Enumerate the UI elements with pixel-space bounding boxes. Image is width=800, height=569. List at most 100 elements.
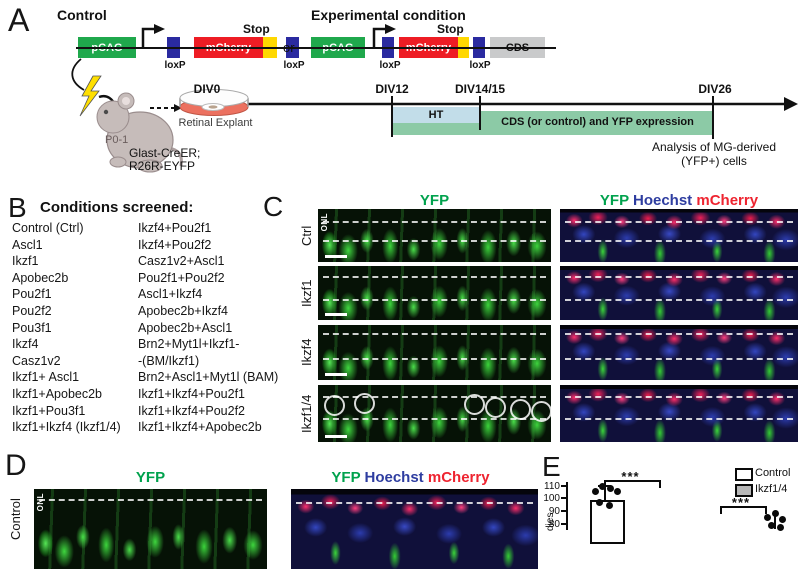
loxp-label: loxP bbox=[283, 60, 305, 71]
conditions-column-2: Ikzf4+Pou2f1 Ikzf4+Pou2f2 Casz1v2+Ascl1 … bbox=[138, 220, 303, 436]
loxp-box bbox=[473, 37, 485, 58]
condition-item: Ikzf4+Pou2f2 bbox=[138, 237, 212, 252]
loxp-label: loxP bbox=[379, 60, 401, 71]
transfer-arrowhead-icon bbox=[174, 104, 182, 112]
promoter-arrowhead-icon bbox=[154, 24, 165, 34]
micrograph-ctrl-merge bbox=[560, 209, 798, 262]
stop-box bbox=[458, 37, 469, 58]
yfp-column-header: YFP bbox=[419, 192, 450, 209]
condition-item: Pou2f2 bbox=[12, 303, 52, 318]
condition-item: Brn2+Ascl1+Myt1l (BAM) bbox=[138, 370, 279, 385]
condition-item: Ikzf1+Ikzf4+Apobec2b bbox=[138, 420, 262, 435]
electroporation-arrowhead-icon bbox=[111, 103, 121, 113]
mcherry-header-part: mCherry bbox=[696, 192, 759, 209]
legend-label-control: Control bbox=[755, 467, 791, 479]
yfp-column-header-d: YFP bbox=[135, 469, 166, 486]
loxp-box bbox=[382, 37, 394, 58]
conditions-title: Conditions screened: bbox=[40, 199, 194, 216]
div0-label: DIV0 bbox=[193, 82, 221, 96]
promoter-arrow-icon bbox=[141, 27, 154, 48]
mouse-genotype-line1: Glast-CreER; bbox=[129, 146, 201, 160]
micrograph-ikzf1-merge bbox=[560, 266, 798, 320]
control-construct-title: Control bbox=[57, 7, 107, 23]
condition-item: Ikzf4 bbox=[12, 337, 39, 352]
yfp-header-part: YFP bbox=[599, 192, 629, 209]
micrograph-ikzf4-merge bbox=[560, 325, 798, 380]
stop-label: Stop bbox=[437, 22, 464, 36]
mouse-ear bbox=[117, 92, 135, 110]
analysis-label: Analysis of MG-derived (YFP+) cells bbox=[651, 140, 777, 168]
row-label-ikzf4: Ikzf4 bbox=[299, 338, 314, 367]
figure-canvas: { "panel_letters": {"a": "A", "b": "B", … bbox=[5, 2, 798, 569]
lightning-icon bbox=[79, 75, 102, 117]
onl-layer-label: ONL bbox=[320, 213, 329, 232]
pcag-box: pCAG bbox=[311, 37, 365, 58]
micrograph-ikzf1-4-merge bbox=[560, 385, 798, 442]
condition-item: Ascl1 bbox=[12, 237, 43, 252]
condition-item: Casz1v2 bbox=[12, 353, 61, 368]
panel-label-d: D bbox=[5, 449, 27, 482]
stop-label: Stop bbox=[243, 22, 270, 36]
merge-column-header: YFP Hoechst mCherry bbox=[560, 192, 798, 209]
loxp-box bbox=[167, 37, 180, 58]
hoechst-header-part: Hoechst bbox=[633, 192, 693, 209]
onl-layer-label: ONL bbox=[36, 493, 45, 512]
condition-item: Ikzf4+Pou2f1 bbox=[138, 221, 212, 235]
electroporation-arrow bbox=[98, 94, 118, 108]
y-axis-label-fragment: dies bbox=[545, 512, 556, 531]
y-axis-line bbox=[566, 482, 568, 530]
stop-box bbox=[263, 37, 277, 58]
condition-item: Apobec2b+Ascl1 bbox=[138, 320, 233, 335]
condition-item: Pou2f1 bbox=[12, 287, 52, 302]
row-label-ikzf1-4: Ikzf1/4 bbox=[299, 394, 314, 433]
mouse-inner-ear bbox=[122, 97, 130, 105]
loxp-label: loxP bbox=[469, 60, 491, 71]
condition-item: Apobec2b bbox=[12, 270, 69, 285]
condition-item: Ikzf1+Pou3f1 bbox=[12, 403, 86, 418]
div26-label: DIV26 bbox=[698, 82, 732, 96]
promoter-arrowhead-icon bbox=[385, 24, 396, 34]
condition-item: Ikzf1+Ikzf4+Pou2f2 bbox=[138, 403, 246, 418]
mcherry-header-part: mCherry bbox=[427, 469, 490, 486]
conditions-column-1: Control (Ctrl) Ascl1 Ikzf1 Apobec2b Pou2… bbox=[12, 220, 138, 436]
condition-item: Ikzf1+ Ascl1 bbox=[12, 370, 80, 385]
condition-item: Casz1v2+Ascl1 bbox=[138, 254, 225, 269]
row-label-ikzf1: Ikzf1 bbox=[299, 279, 314, 307]
micrograph-ikzf1-yfp bbox=[318, 266, 551, 320]
pcag-box: pCAG bbox=[78, 37, 136, 58]
merge-column-header-d: YFP Hoechst mCherry bbox=[283, 469, 538, 486]
condition-item: Ikzf1+Apobec2b bbox=[12, 386, 102, 401]
mcherry-box: mCherry bbox=[194, 37, 263, 58]
mouse-age-label: P0-1 bbox=[105, 134, 129, 146]
mcherry-box: mCherry bbox=[399, 37, 458, 58]
y-tick-80: 80 bbox=[548, 519, 560, 530]
explant-outer bbox=[201, 103, 225, 111]
significance-stars-left: *** bbox=[621, 469, 640, 484]
loxp-label: loxP bbox=[164, 60, 186, 71]
condition-item: Ascl1+Ikzf4 bbox=[138, 287, 203, 302]
micrograph-ikzf4-yfp bbox=[318, 325, 551, 380]
micrograph-d-control-merge bbox=[291, 489, 538, 569]
panel-label-b: B bbox=[8, 192, 27, 223]
condition-item: Control (Ctrl) bbox=[12, 221, 84, 235]
ht-period-bar: HT bbox=[392, 107, 480, 123]
condition-item: Pou3f1 bbox=[12, 320, 52, 335]
hoechst-header-part: Hoechst bbox=[364, 469, 424, 486]
condition-item: Ikzf1+Ikzf4 (Ikzf1/4) bbox=[12, 420, 121, 435]
condition-item: Pou2f1+Pou2f2 bbox=[138, 270, 225, 285]
condition-item: Apobec2b+Ikzf4 bbox=[138, 303, 228, 318]
mouse-front-leg bbox=[109, 156, 127, 168]
y-tick-90: 90 bbox=[548, 506, 560, 517]
row-label-ctrl: Ctrl bbox=[299, 225, 314, 246]
timeline-arrowhead-icon bbox=[784, 97, 798, 111]
condition-item: Ikzf1+Ikzf4+Pou2f1 bbox=[138, 386, 246, 401]
retinal-explant-label: Retinal Explant bbox=[178, 117, 253, 129]
legend-swatch-control bbox=[735, 468, 753, 481]
condition-item: Brn2+Myt1l+Ikzf1- bbox=[138, 337, 240, 352]
dish-medium bbox=[179, 98, 249, 116]
row-label-control-d: Control bbox=[8, 498, 23, 540]
micrograph-d-control-yfp: ONL bbox=[34, 489, 267, 569]
mouse-eye bbox=[103, 109, 109, 115]
explant-core bbox=[208, 105, 218, 109]
mouse-genotype-line2: R26R-EYFP bbox=[129, 159, 196, 173]
